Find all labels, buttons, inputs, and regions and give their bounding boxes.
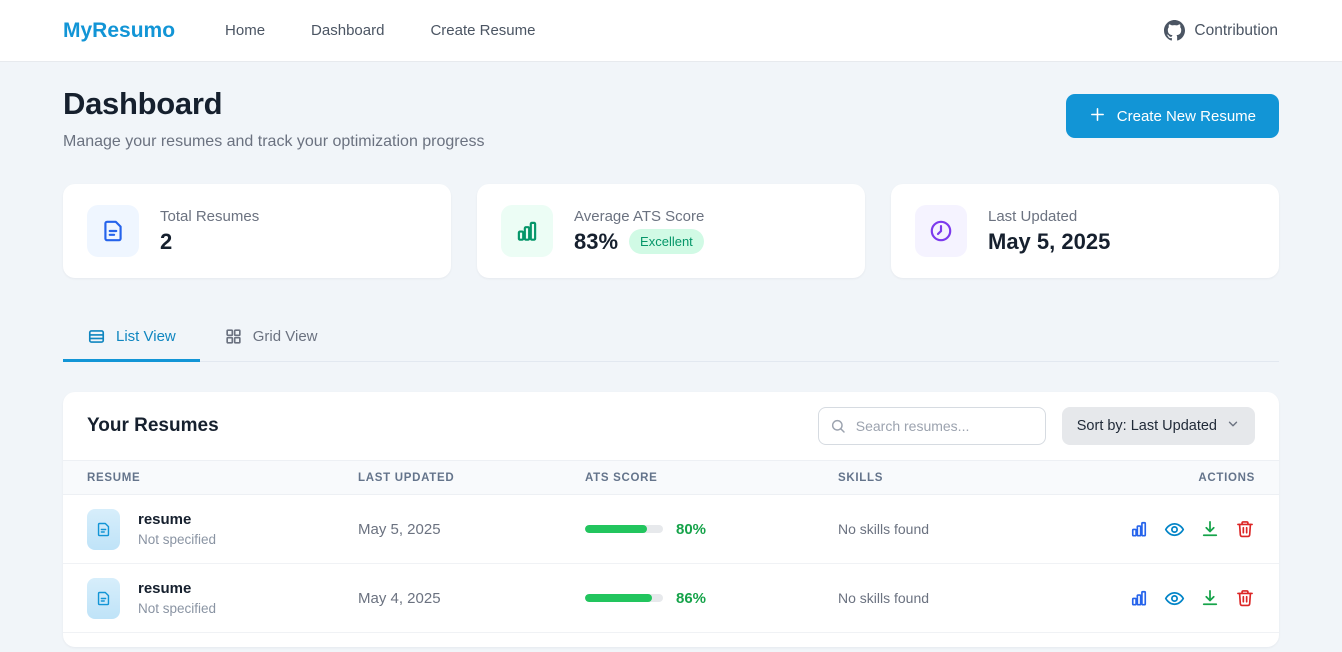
top-navigation-bar: MyResumo Home Dashboard Create Resume Co… (0, 0, 1342, 62)
plus-icon (1089, 106, 1106, 127)
row-actions (1125, 519, 1255, 540)
page-header: Dashboard Manage your resumes and track … (63, 86, 1279, 151)
last-updated-cell: May 4, 2025 (358, 589, 441, 607)
nav-link-home[interactable]: Home (225, 22, 266, 39)
delete-trash-icon[interactable] (1235, 588, 1255, 609)
your-resumes-panel: Your Resumes Sort by: Last Updated RESUM… (63, 392, 1279, 647)
resume-name[interactable]: resume (138, 511, 192, 528)
view-tabs: List View Grid View (63, 315, 1279, 362)
clock-icon (915, 205, 967, 257)
stat-label: Last Updated (988, 207, 1078, 225)
create-new-resume-button[interactable]: Create New Resume (1065, 94, 1279, 138)
search-box (817, 407, 1046, 445)
score-progress-fill (585, 525, 648, 533)
bar-chart-icon (501, 205, 553, 257)
score-progress-track (585, 594, 663, 602)
main-nav: Home Dashboard Create Resume (225, 22, 535, 39)
list-view-icon (87, 327, 106, 346)
skills-cell: No skills found (838, 590, 930, 606)
nav-link-create-resume[interactable]: Create Resume (430, 22, 536, 39)
ats-score-cell: 80% (585, 521, 838, 538)
score-status-badge: Excellent (629, 229, 704, 254)
dashboard-main: Dashboard Manage your resumes and track … (0, 86, 1342, 647)
page-title: Dashboard (63, 86, 223, 121)
score-progress-track (585, 525, 663, 533)
nav-link-dashboard[interactable]: Dashboard (311, 22, 385, 39)
column-header-last-updated: LAST UPDATED (358, 471, 455, 484)
create-new-resume-label: Create New Resume (1116, 107, 1256, 125)
resume-file-icon[interactable] (87, 577, 120, 619)
stat-card-average-ats-score: Average ATS Score 83% Excellent (477, 184, 865, 278)
document-icon (87, 205, 139, 257)
sort-label: Sort by: Last Updated (1076, 418, 1217, 434)
grid-view-icon (224, 327, 243, 346)
resume-file-icon[interactable] (87, 508, 120, 550)
stat-value: 83% (574, 228, 619, 254)
tab-list-view[interactable]: List View (63, 315, 200, 362)
tab-grid-view[interactable]: Grid View (200, 315, 342, 362)
score-percent-label: 86% (676, 589, 707, 607)
stat-label: Total Resumes (160, 207, 260, 225)
table-row: resume Not specified May 5, 2025 80% No … (63, 495, 1279, 564)
row-actions (1125, 588, 1255, 609)
table-row: resume Not specified May 4, 2025 86% No … (63, 564, 1279, 633)
preview-eye-icon[interactable] (1164, 519, 1185, 540)
tab-label: Grid View (252, 328, 318, 345)
column-header-skills: SKILLS (838, 471, 884, 484)
table-header-row: RESUME LAST UPDATED ATS SCORE SKILLS ACT… (63, 460, 1279, 495)
search-input[interactable] (817, 407, 1046, 445)
contribution-link[interactable]: Contribution (1164, 20, 1278, 41)
stat-card-total-resumes: Total Resumes 2 (63, 184, 451, 278)
github-icon (1164, 20, 1186, 41)
resume-name[interactable]: resume (138, 580, 192, 597)
stat-card-last-updated: Last Updated May 5, 2025 (891, 184, 1279, 278)
panel-footer-spacer (63, 633, 1279, 647)
page-subtitle: Manage your resumes and track your optim… (63, 133, 485, 150)
stat-value: May 5, 2025 (988, 228, 1111, 254)
last-updated-cell: May 5, 2025 (358, 520, 441, 538)
delete-trash-icon[interactable] (1235, 519, 1255, 540)
score-percent-label: 80% (676, 520, 707, 538)
stat-value: 2 (160, 228, 173, 254)
resume-subtitle: Not specified (138, 532, 217, 547)
panel-title: Your Resumes (87, 415, 219, 436)
download-icon[interactable] (1200, 519, 1220, 540)
sort-dropdown-button[interactable]: Sort by: Last Updated (1061, 407, 1255, 445)
stats-row: Total Resumes 2 Average ATS Score 83% Ex… (63, 184, 1279, 278)
column-header-ats-score: ATS SCORE (585, 471, 658, 484)
stat-label: Average ATS Score (574, 207, 705, 225)
resume-subtitle: Not specified (138, 601, 217, 616)
column-header-resume: RESUME (87, 471, 141, 484)
preview-eye-icon[interactable] (1164, 588, 1185, 609)
chevron-down-icon (1226, 417, 1240, 435)
score-progress-fill (585, 594, 653, 602)
contribution-label: Contribution (1194, 21, 1278, 39)
analyze-chart-icon[interactable] (1129, 588, 1149, 609)
brand-logo[interactable]: MyResumo (63, 18, 176, 42)
column-header-actions: ACTIONS (1198, 471, 1255, 484)
skills-cell: No skills found (838, 521, 930, 537)
analyze-chart-icon[interactable] (1129, 519, 1149, 540)
ats-score-cell: 86% (585, 590, 838, 607)
download-icon[interactable] (1200, 588, 1220, 609)
panel-header: Your Resumes Sort by: Last Updated (63, 392, 1279, 460)
tab-label: List View (116, 328, 176, 345)
